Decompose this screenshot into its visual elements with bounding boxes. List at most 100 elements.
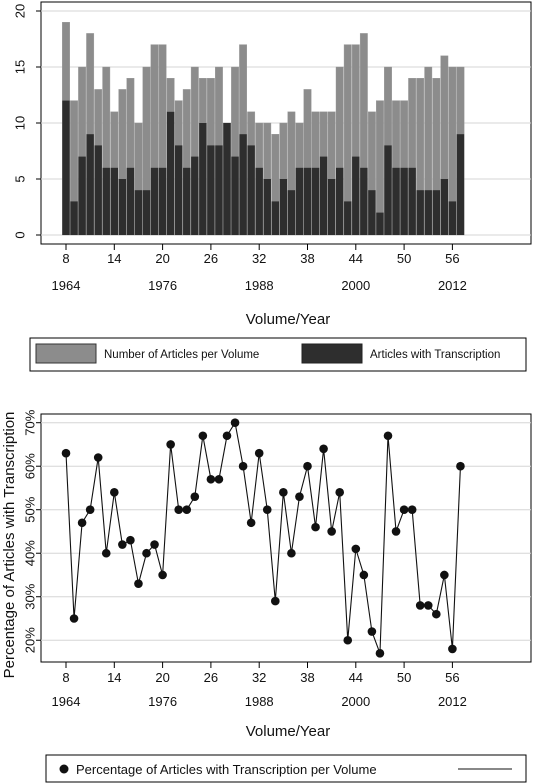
data-point-percentage <box>287 548 296 558</box>
bar-transcription <box>279 179 288 235</box>
data-point-percentage <box>311 522 320 532</box>
bar-transcription <box>126 167 135 235</box>
bar-transcription <box>368 190 376 235</box>
bar-x-tick-year: 2000 <box>341 278 370 293</box>
data-point-percentage <box>238 461 248 471</box>
bar-transcription <box>424 190 432 235</box>
bar-x-tick-volume: 20 <box>155 251 169 266</box>
data-point-percentage <box>407 505 417 515</box>
bar-x-tick-year: 1988 <box>245 278 274 293</box>
line-x-tick-volume: 8 <box>62 670 69 685</box>
data-point-percentage <box>262 505 272 515</box>
bar-transcription <box>376 212 384 235</box>
bar-transcription <box>166 111 175 235</box>
data-point-percentage <box>351 544 361 554</box>
data-point-percentage <box>367 627 377 636</box>
data-point-percentage <box>303 461 312 471</box>
line-x-tick-year: 2012 <box>438 694 467 709</box>
bar-transcription <box>134 190 143 235</box>
bar-transcription <box>223 123 231 235</box>
bar-transcription <box>183 167 191 235</box>
line-y-tick-label: 30% <box>23 583 38 609</box>
line-x-axis-title: Volume/Year <box>246 723 331 740</box>
line-y-tick-label: 70% <box>23 409 38 435</box>
bar-transcription <box>150 167 159 235</box>
bar-transcription <box>239 134 247 235</box>
data-point-percentage <box>134 579 143 588</box>
bar-transcription <box>392 167 400 235</box>
data-point-percentage <box>432 609 441 619</box>
bar-x-tick-year: 1976 <box>148 278 177 293</box>
bar-y-tick-label: 15 <box>13 60 28 74</box>
line-x-tick-volume: 56 <box>445 670 459 685</box>
bar-x-tick-year: 1964 <box>52 278 81 293</box>
line-x-tick-year: 2000 <box>341 694 370 709</box>
data-point-percentage <box>230 418 240 428</box>
bar-transcription <box>70 201 78 235</box>
bar-transcription <box>311 167 320 235</box>
legend-marker-percentage <box>59 764 69 774</box>
legend-swatch-transcription <box>301 343 363 364</box>
legend-label-articles: Number of Articles per Volume <box>104 349 259 361</box>
bar-transcription <box>142 190 151 235</box>
bar-chart: 0 5 10 15 20 8 14 20 26 32 38 44 50 56 1964 1976 1988 20… <box>13 1 532 372</box>
bar-transcription <box>247 145 255 235</box>
data-point-percentage <box>142 548 151 558</box>
bar-transcription <box>158 167 167 235</box>
line-y-axis-title: Percentage of Articles with Transcriptio… <box>1 412 18 679</box>
line-x-tick-volume: 44 <box>349 670 363 685</box>
data-point-percentage <box>118 540 127 549</box>
bar-x-tick-year: 2012 <box>438 278 467 293</box>
bar-transcription <box>94 145 102 235</box>
data-point-percentage <box>190 492 200 501</box>
bar-transcription <box>303 167 312 235</box>
line-x-tick-volume: 20 <box>155 670 169 685</box>
line-y-tick-label: 40% <box>23 540 38 566</box>
data-point-percentage <box>85 505 95 515</box>
data-point-percentage <box>343 635 353 645</box>
line-x-tick-year: 1964 <box>52 694 81 709</box>
data-point-percentage <box>150 540 159 549</box>
data-point-percentage <box>182 505 192 515</box>
bar-transcription <box>336 167 344 235</box>
data-point-percentage <box>295 492 304 501</box>
bar-transcription <box>199 123 207 235</box>
bar-transcription <box>440 179 449 235</box>
bar-x-tick-volume: 44 <box>349 251 363 266</box>
data-point-percentage <box>110 488 119 497</box>
data-point-percentage <box>254 448 264 458</box>
line-y-tick-label: 60% <box>23 453 38 479</box>
data-point-percentage <box>69 614 79 623</box>
bar-transcription <box>456 134 465 235</box>
bar-transcription <box>287 190 296 235</box>
data-point-percentage <box>456 461 465 471</box>
bar-transcription <box>319 156 328 235</box>
bar-x-tick-volume: 8 <box>62 251 69 266</box>
bar-transcription <box>263 179 271 235</box>
data-point-percentage <box>246 518 256 528</box>
bar-transcription <box>327 179 336 235</box>
data-point-percentage <box>440 570 449 580</box>
bar-transcription <box>175 145 183 235</box>
data-point-percentage <box>359 570 369 580</box>
data-point-percentage <box>319 444 328 454</box>
line-x-tick-volume: 50 <box>397 670 411 685</box>
line-x-tick-volume: 38 <box>300 670 314 685</box>
legend-label-percentage: Percentage of Articles with Transcriptio… <box>76 762 377 777</box>
bar-x-tick-volume: 56 <box>445 251 459 266</box>
data-point-percentage <box>93 453 103 462</box>
legend-swatch-articles <box>35 343 97 364</box>
data-point-percentage <box>279 488 288 497</box>
line-y-tick-label: 50% <box>23 496 38 522</box>
data-point-percentage <box>448 644 457 654</box>
bar-transcription <box>432 190 440 235</box>
data-point-percentage <box>214 474 224 484</box>
bar-transcription <box>62 100 70 235</box>
bar-transcription <box>344 201 352 235</box>
bar-transcription <box>360 167 368 235</box>
data-point-percentage <box>271 596 280 606</box>
bar-x-tick-volume: 14 <box>107 251 121 266</box>
bar-transcription <box>255 167 263 235</box>
bar-transcription <box>207 145 215 235</box>
series-line-percentage <box>65 421 461 654</box>
